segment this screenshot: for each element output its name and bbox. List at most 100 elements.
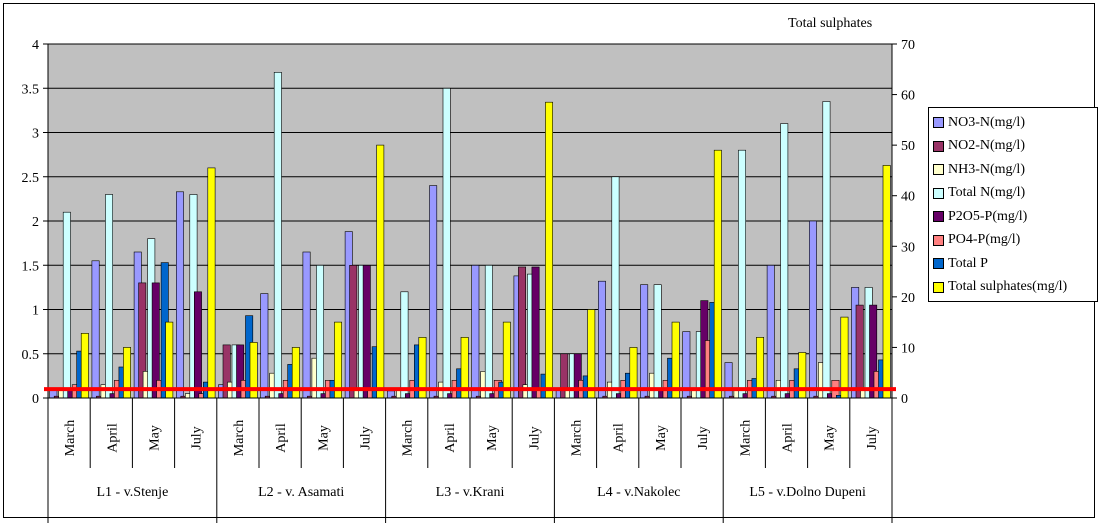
category-label: April [781, 423, 796, 453]
bar-p2o5-p-mg-l- [531, 266, 540, 399]
legend-swatch [933, 211, 944, 223]
category-label: March [401, 420, 416, 457]
bar-total-sulphates-mg-l- [165, 321, 174, 399]
y-tick-label: 0 [32, 392, 39, 407]
bar-p2o5-p-mg-l- [362, 264, 371, 399]
bar-total-sulphates-mg-l- [840, 316, 849, 399]
bar-no2-n-mg-l- [518, 266, 527, 399]
bar-no3-n-mg-l- [597, 280, 606, 399]
category-label: April [274, 423, 289, 453]
bar-total-sulphates-mg-l- [207, 167, 216, 399]
y-tick-label: 3.5 [22, 82, 40, 97]
bar-total-sulphates-mg-l- [671, 321, 680, 399]
legend-label: NH3-N(mg/l) [948, 161, 1025, 177]
y2-tick-label: 30 [901, 240, 915, 255]
y2-tick-label: 20 [901, 291, 915, 306]
y2-axis-title: Total sulphates [788, 16, 873, 31]
group-label: L3 - v.Krani [436, 485, 505, 500]
bar-total-n-mg-l- [484, 264, 493, 399]
y2-tick-label: 50 [901, 139, 915, 154]
y-tick-label: 3 [32, 127, 39, 142]
category-label: July [359, 426, 374, 449]
legend-swatch [933, 234, 944, 246]
y2-tick-label: 40 [901, 190, 915, 205]
legend-label: P2O5-P(mg/l) [948, 208, 1028, 224]
bar-total-n-mg-l- [273, 72, 282, 399]
bar-total-n-mg-l- [780, 123, 789, 399]
y2-tick-label: 0 [901, 392, 908, 407]
bar-no3-n-mg-l- [260, 293, 269, 399]
legend-item: Total P [933, 252, 1097, 276]
group-label: L1 - v.Stenje [96, 485, 168, 500]
legend-item: NH3-N(mg/l) [933, 158, 1097, 182]
bar-p2o5-p-mg-l- [194, 291, 202, 399]
y-tick-label: 2.5 [22, 171, 40, 186]
category-label: May [654, 425, 669, 451]
category-label: March [232, 420, 247, 457]
category-label: May [823, 425, 838, 451]
legend-swatch [933, 164, 944, 176]
category-label: May [485, 425, 500, 451]
bar-no3-n-mg-l- [766, 264, 775, 399]
legend-item: NO3-N(mg/l) [933, 111, 1097, 135]
bar-total-n-mg-l- [442, 88, 451, 399]
legend-swatch [933, 117, 944, 129]
legend-swatch [933, 140, 944, 152]
y2-tick-label: 60 [901, 89, 915, 104]
y-tick-label: 2 [32, 215, 39, 230]
legend-label: Total sulphates(mg/l) [948, 279, 1068, 295]
legend-label: NO2-N(mg/l) [948, 138, 1025, 154]
category-label: July [865, 426, 880, 449]
legend-swatch [933, 258, 944, 270]
y-tick-label: 0.5 [22, 348, 40, 363]
bar-total-sulphates-mg-l- [798, 352, 807, 399]
bar-no3-n-mg-l- [176, 191, 184, 399]
legend-label: Total N(mg/l) [948, 185, 1026, 201]
bar-total-n-mg-l- [611, 176, 620, 399]
category-label: April [105, 423, 120, 453]
y-tick-label: 1.5 [22, 259, 40, 274]
bar-total-sulphates-mg-l- [334, 321, 342, 399]
bar-total-n-mg-l- [738, 149, 747, 399]
y-tick-label: 1 [32, 304, 39, 319]
bar-total-n-mg-l- [653, 284, 662, 399]
bar-no3-n-mg-l- [91, 260, 100, 399]
legend-label: Total P [948, 255, 988, 271]
group-label: L2 - v. Asamati [258, 485, 344, 500]
bar-total-n-mg-l- [62, 211, 71, 399]
bar-total-sulphates-mg-l- [376, 144, 385, 399]
bar-total-n-mg-l- [400, 291, 409, 399]
bar-total-sulphates-mg-l- [713, 149, 722, 399]
bar-no3-n-mg-l- [724, 362, 733, 399]
legend-label: PO4-P(mg/l) [948, 232, 1021, 248]
bar-no3-n-mg-l- [471, 264, 480, 399]
y2-tick-label: 10 [901, 341, 915, 356]
bar-total-n-mg-l- [822, 101, 831, 399]
bar-no2-n-mg-l- [349, 264, 358, 399]
legend: NO3-N(mg/l) NO2-N(mg/l) NH3-N(mg/l) Total N… [928, 107, 1098, 302]
legend-item: NO2-N(mg/l) [933, 135, 1097, 159]
category-label: May [316, 425, 331, 451]
category-label: March [570, 420, 585, 457]
category-label: April [612, 423, 627, 453]
legend-item: Total sulphates(mg/l) [933, 276, 1097, 300]
bar-total-sulphates-mg-l- [882, 165, 891, 399]
group-label: L5 - v.Dolno Dupeni [749, 485, 866, 500]
category-label: July [696, 426, 711, 449]
bar-no3-n-mg-l- [429, 185, 438, 399]
bar-no3-n-mg-l- [302, 251, 311, 399]
bar-total-n-mg-l- [316, 264, 324, 399]
legend-item: PO4-P(mg/l) [933, 229, 1097, 253]
category-label: July [190, 426, 205, 449]
bar-total-sulphates-mg-l- [502, 321, 511, 399]
category-label: July [527, 426, 542, 449]
bar-no2-n-mg-l- [855, 304, 864, 399]
category-label: May [148, 425, 163, 451]
bar-no3-n-mg-l- [808, 220, 817, 399]
y-tick-label: 4 [32, 38, 39, 53]
group-label: L4 - v.Nakolec [597, 485, 680, 500]
legend-item: Total N(mg/l) [933, 182, 1097, 206]
legend-swatch [933, 281, 944, 293]
category-label: April [443, 423, 458, 453]
